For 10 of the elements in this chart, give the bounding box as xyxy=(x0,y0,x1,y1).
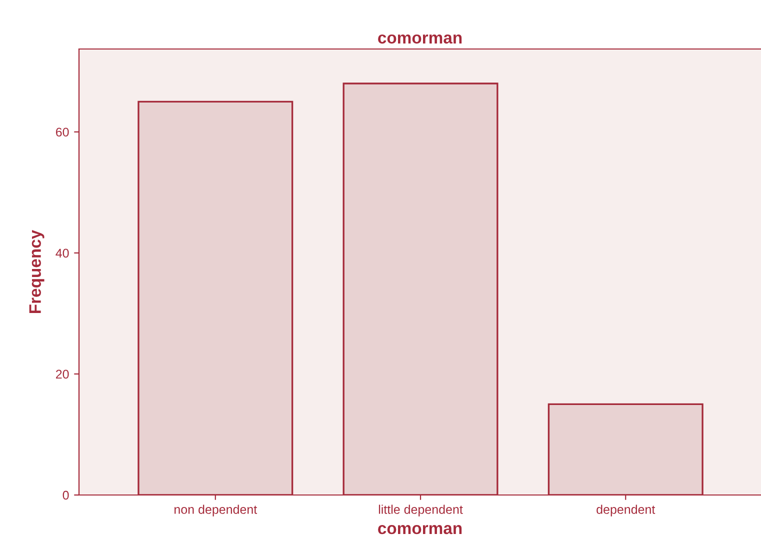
chart-title: comorman xyxy=(378,34,462,44)
y-tick-label: 0 xyxy=(62,490,69,500)
y-tick-label: 40 xyxy=(56,248,69,258)
y-tick-label: 20 xyxy=(56,370,69,379)
x-axis-title: comorman xyxy=(378,525,462,534)
x-tick-label: dependent xyxy=(596,504,656,516)
x-tick-label: non dependent xyxy=(174,504,258,516)
y-tick-label: 60 xyxy=(56,128,69,137)
x-tick-label: little dependent xyxy=(378,504,463,516)
y-axis-title: Frequency xyxy=(29,230,44,314)
